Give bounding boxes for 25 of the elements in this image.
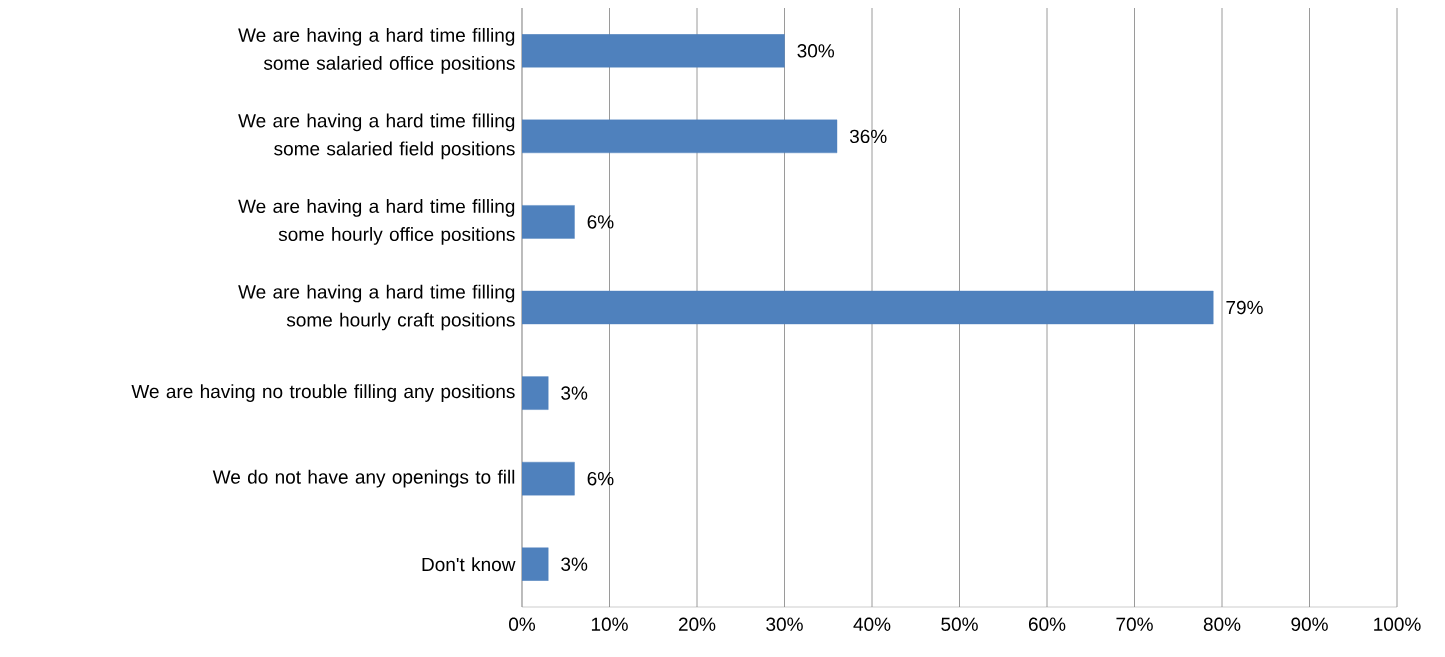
x-tick-label: 50%	[941, 617, 978, 631]
x-tick-label: 40%	[853, 617, 891, 631]
x-tick-label: 0%	[509, 617, 536, 631]
x-tick-label: 90%	[1291, 617, 1328, 631]
data-label: 6%	[587, 215, 614, 229]
x-tick-label: 70%	[1116, 617, 1153, 631]
y-tick-label: We are having a hard time filling some salaried office positions	[238, 27, 515, 74]
x-tick-label: 60%	[1028, 617, 1066, 631]
data-label: 36%	[849, 129, 887, 144]
x-tick-label: 80%	[1203, 617, 1241, 631]
y-tick-label: We are having a hard time filling some hourly office positions	[238, 199, 515, 245]
y-tick-label: Don't know	[422, 557, 516, 572]
data-label: 30%	[797, 44, 835, 58]
data-label: 3%	[561, 557, 588, 571]
x-tick-label: 10%	[591, 617, 628, 631]
y-tick-label: We do not have any openings to fill	[212, 469, 515, 488]
data-label: 3%	[561, 386, 588, 400]
data-label: 6%	[587, 471, 614, 486]
x-tick-label: 100%	[1374, 617, 1421, 631]
y-tick-label: We are having a hard time filling some hourly craft positions	[238, 284, 515, 331]
x-tick-label: 20%	[678, 617, 716, 631]
y-tick-label: We are having no trouble filling any positions	[131, 384, 515, 402]
y-tick-label: We are having a hard time filling some salaried field positions	[238, 113, 515, 160]
x-tick-label: 30%	[766, 617, 803, 631]
data-label: 79%	[1226, 300, 1263, 315]
